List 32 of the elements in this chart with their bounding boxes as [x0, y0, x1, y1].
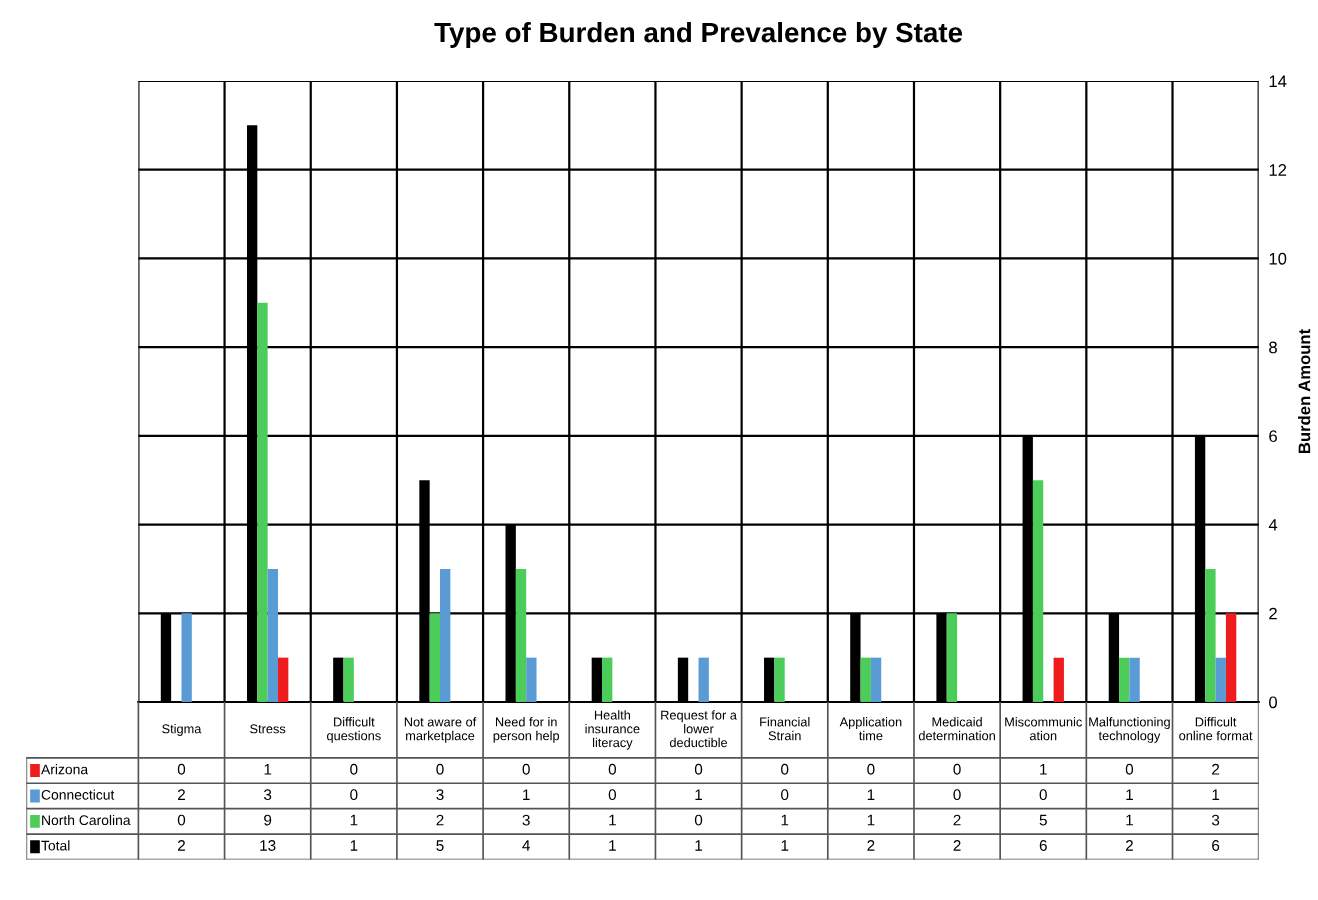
- bar: [870, 657, 882, 702]
- bar: [1119, 657, 1130, 702]
- y-tick-label: 4: [1268, 519, 1278, 531]
- bar: [343, 657, 354, 702]
- bar: [602, 657, 613, 702]
- bar: [1205, 568, 1216, 702]
- bar: [1032, 480, 1044, 702]
- chart-title: Type of Burden and Prevalence by State: [434, 21, 963, 48]
- bar: [429, 613, 441, 702]
- y-tick-label: 2: [1269, 607, 1277, 620]
- bar: [440, 568, 451, 702]
- bar: [267, 568, 278, 702]
- y-axis-title: Burden Amount: [1298, 329, 1311, 454]
- bar: [515, 568, 527, 702]
- bar: [526, 657, 537, 702]
- bar: [698, 657, 709, 702]
- y-tick-label: 6: [1269, 430, 1277, 443]
- bar: [1215, 657, 1226, 702]
- bar: [860, 657, 871, 702]
- bar: [181, 613, 192, 702]
- bar: [278, 657, 289, 702]
- bar: [1129, 657, 1140, 702]
- bar: [257, 302, 268, 702]
- y-tick-label: 8: [1269, 341, 1277, 354]
- y-tick-label: 14: [1269, 75, 1287, 88]
- y-tick-label: 12: [1269, 164, 1287, 176]
- bar: [774, 657, 785, 702]
- y-tick-label: 0: [1269, 696, 1278, 709]
- bar: [1053, 657, 1064, 702]
- y-tick-label: 10: [1269, 252, 1287, 265]
- bar: [1225, 613, 1237, 702]
- bar: [946, 613, 958, 702]
